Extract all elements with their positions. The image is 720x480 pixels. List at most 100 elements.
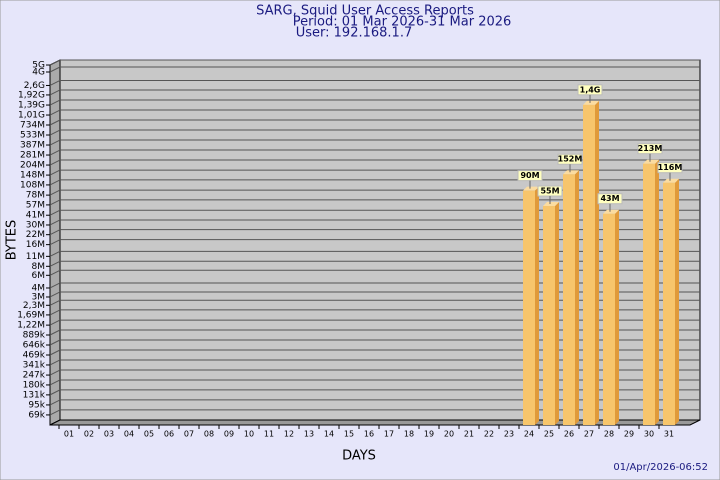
grid-line bbox=[49, 149, 61, 156]
y-tick-label: 889k bbox=[23, 331, 46, 341]
y-tick-label: 22M bbox=[26, 230, 45, 240]
grid-line bbox=[49, 269, 61, 276]
x-tick-label: 05 bbox=[144, 430, 154, 439]
bar-side bbox=[575, 170, 579, 425]
grid-line bbox=[49, 109, 61, 116]
x-tick-label: 08 bbox=[204, 430, 214, 439]
x-tick-label: 13 bbox=[304, 430, 314, 439]
grid-line bbox=[49, 329, 61, 336]
value-label: 116M bbox=[658, 163, 683, 172]
y-tick-label: 533M bbox=[20, 131, 45, 141]
bar-side bbox=[595, 100, 599, 425]
x-tick-label: 15 bbox=[344, 430, 354, 439]
grid-line bbox=[49, 339, 61, 346]
y-tick-label: 95k bbox=[28, 400, 45, 410]
grid-line bbox=[49, 359, 61, 366]
y-tick-label: 11M bbox=[26, 252, 45, 262]
y-tick-label: 281M bbox=[20, 151, 45, 161]
y-tick-label: 2,6G bbox=[24, 81, 45, 91]
x-tick-label: 01 bbox=[64, 430, 74, 439]
y-tick-label: 16M bbox=[26, 240, 45, 250]
bar bbox=[643, 163, 655, 425]
y-tick-label: 180k bbox=[23, 380, 46, 390]
bar-top bbox=[563, 170, 579, 175]
x-tick-label: 02 bbox=[84, 430, 94, 439]
grid-line bbox=[49, 89, 61, 96]
chart-subtitle: Period: 01 Mar 2026-31 Mar 2026 bbox=[293, 15, 512, 30]
y-tick-label: 5G bbox=[32, 61, 45, 71]
y-tick-label: 1,01G bbox=[18, 111, 45, 121]
x-tick-label: 30 bbox=[644, 430, 654, 439]
y-tick-label: 30M bbox=[26, 220, 45, 230]
y-tick-label: 387M bbox=[20, 141, 45, 151]
grid-line bbox=[49, 399, 61, 406]
y-tick-label: 131k bbox=[23, 390, 46, 400]
y-tick-label: 41M bbox=[26, 211, 45, 221]
bar-top bbox=[603, 209, 619, 214]
grid-line bbox=[49, 369, 61, 376]
x-tick-label: 16 bbox=[364, 430, 374, 439]
y-tick-label: 57M bbox=[26, 200, 45, 210]
bar bbox=[563, 174, 575, 425]
x-tick-label: 25 bbox=[544, 430, 554, 439]
y-tick-label: 4G bbox=[32, 67, 45, 77]
bar-top bbox=[663, 178, 679, 183]
x-tick-label: 06 bbox=[164, 430, 174, 439]
y-tick-label: 469k bbox=[23, 351, 46, 361]
grid-line bbox=[49, 229, 61, 236]
y-axis-label: BYTES bbox=[5, 220, 20, 261]
grid-line bbox=[49, 66, 61, 73]
x-axis-label: DAYS bbox=[342, 449, 376, 464]
grid-line bbox=[49, 291, 61, 298]
grid-line bbox=[49, 349, 61, 356]
x-tick-label: 14 bbox=[324, 430, 334, 439]
y-tick-label: 2,3M bbox=[23, 301, 45, 311]
grid-line bbox=[49, 299, 61, 306]
y-tick-label: 78M bbox=[26, 191, 45, 201]
x-tick-label: 23 bbox=[504, 430, 514, 439]
bar-top bbox=[543, 202, 559, 207]
x-tick-label: 26 bbox=[564, 430, 574, 439]
grid-line bbox=[49, 199, 61, 206]
x-tick-label: 28 bbox=[604, 430, 614, 439]
bar bbox=[583, 104, 595, 425]
grid-line bbox=[49, 189, 61, 196]
x-tick-label: 20 bbox=[444, 430, 454, 439]
bar bbox=[663, 182, 675, 425]
bar-top bbox=[523, 186, 539, 191]
x-tick-label: 22 bbox=[484, 430, 494, 439]
value-label: 90M bbox=[520, 171, 539, 180]
y-tick-label: 341k bbox=[23, 360, 46, 370]
bar bbox=[603, 213, 615, 425]
grid-line bbox=[49, 409, 61, 416]
plot-floor bbox=[49, 419, 701, 426]
bar-side bbox=[535, 186, 539, 425]
y-tick-label: 69k bbox=[28, 410, 45, 420]
bar-side bbox=[655, 159, 659, 425]
grid-line bbox=[49, 260, 61, 267]
y-tick-label: 646k bbox=[23, 340, 46, 350]
y-tick-label: 1,92G bbox=[18, 90, 45, 100]
value-label: 55M bbox=[540, 187, 559, 196]
y-tick-label: 108M bbox=[20, 180, 45, 190]
bar-side bbox=[555, 202, 559, 425]
value-label: 43M bbox=[600, 194, 619, 203]
grid-line bbox=[49, 319, 61, 326]
grid-line bbox=[49, 209, 61, 216]
grid-line bbox=[49, 159, 61, 166]
grid-line bbox=[49, 379, 61, 386]
x-tick-label: 03 bbox=[104, 430, 114, 439]
x-tick-label: 04 bbox=[124, 430, 134, 439]
y-tick-label: 8M bbox=[32, 262, 46, 272]
x-tick-label: 07 bbox=[184, 430, 194, 439]
grid-line bbox=[49, 239, 61, 246]
x-tick-label: 17 bbox=[384, 430, 394, 439]
y-tick-label: 1,39G bbox=[18, 101, 45, 111]
x-tick-label: 11 bbox=[264, 430, 274, 439]
x-tick-label: 29 bbox=[624, 430, 634, 439]
grid-line bbox=[49, 59, 61, 66]
bar bbox=[543, 206, 555, 425]
x-tick-label: 27 bbox=[584, 430, 594, 439]
